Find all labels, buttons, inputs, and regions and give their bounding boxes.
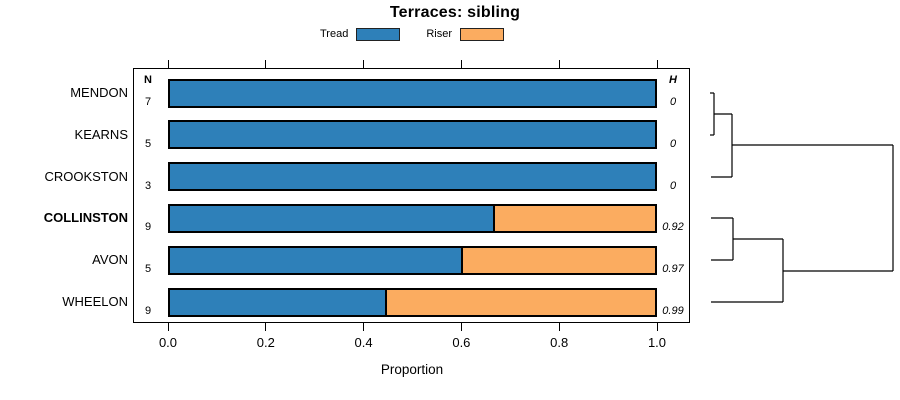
x-tick-label: 0.0 [158,335,178,350]
stacked-bar [168,245,657,275]
h-value: 0.97 [662,263,684,276]
stacked-bar [168,162,657,192]
riser-segment [493,205,655,231]
category-label: KEARNS [74,126,128,142]
h-value: 0 [669,96,677,108]
category-label: WHEELON [62,294,128,309]
h-value: 0 [669,179,677,192]
x-tick-label: 0.2 [256,335,275,350]
stacked-bar [168,78,657,108]
x-tick-bottom [558,323,560,331]
n-column-header: N [144,74,152,86]
x-tick-bottom [656,323,658,331]
category-label: COLLINSTON [43,210,128,226]
legend-item-tread: Tread [320,27,401,41]
x-tick-label: 1.0 [647,335,667,350]
tread-segment [170,122,655,148]
h-value: 0.92 [662,221,684,234]
x-tick-top [363,60,365,68]
tread-color-swatch [356,27,401,41]
x-tick-label: 0.8 [550,335,569,350]
n-value: 5 [144,263,152,276]
x-tick-bottom [265,323,267,331]
h-value: 0.99 [662,305,684,317]
x-tick-bottom [460,323,462,331]
x-tick-top [558,60,560,68]
x-axis-label: Proportion [380,362,444,377]
tread-segment [170,247,461,273]
legend-item-riser: Riser [426,27,504,41]
x-tick-bottom [363,323,365,331]
riser-segment [461,247,655,273]
h-value: 0 [669,137,677,150]
x-tick-top [265,60,267,68]
stacked-bar [168,203,657,233]
plot-area [133,68,690,323]
n-value: 7 [144,96,152,108]
tread-segment [170,289,386,315]
stacked-bar [168,287,657,317]
category-label: CROOKSTON [44,168,128,184]
category-label: AVON [92,252,128,268]
tread-segment [170,205,494,231]
n-value: 5 [144,137,152,150]
h-column-header: H [669,74,677,86]
x-tick-label: 0.6 [452,335,471,350]
x-tick-top [167,60,169,68]
n-value: 9 [144,221,152,234]
tread-segment [170,164,655,190]
category-label: MENDON [70,85,128,100]
x-tick-label: 0.4 [354,335,373,350]
x-tick-bottom [167,323,169,331]
riser-color-swatch [460,27,504,41]
legend-label-riser: Riser [426,28,452,40]
n-value: 9 [144,305,152,317]
n-value: 3 [144,179,152,192]
x-tick-top [656,60,658,68]
riser-segment [385,289,655,315]
legend-label-tread: Tread [320,28,349,40]
legend: Tread Riser [262,26,562,42]
x-tick-top [460,60,462,68]
tread-segment [170,80,655,106]
stacked-bar [168,120,657,150]
chart-title: Terraces: sibling [389,4,521,21]
